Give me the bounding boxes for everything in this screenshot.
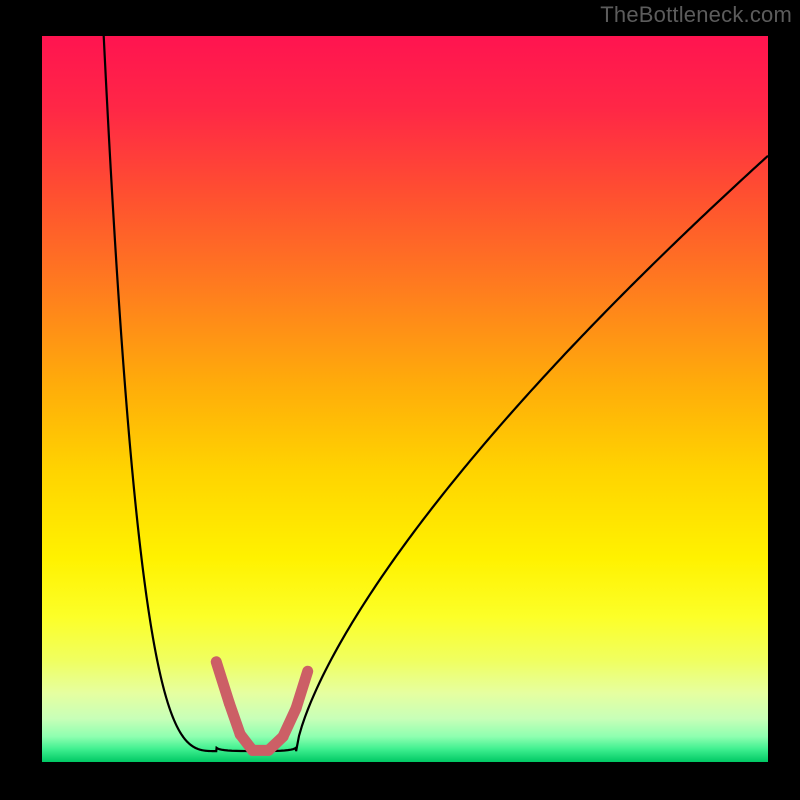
plot-svg [42, 36, 768, 762]
plot-area [42, 36, 768, 762]
figure-root: TheBottleneck.com [0, 0, 800, 800]
gradient-background [42, 36, 768, 762]
watermark-text: TheBottleneck.com [600, 2, 792, 28]
